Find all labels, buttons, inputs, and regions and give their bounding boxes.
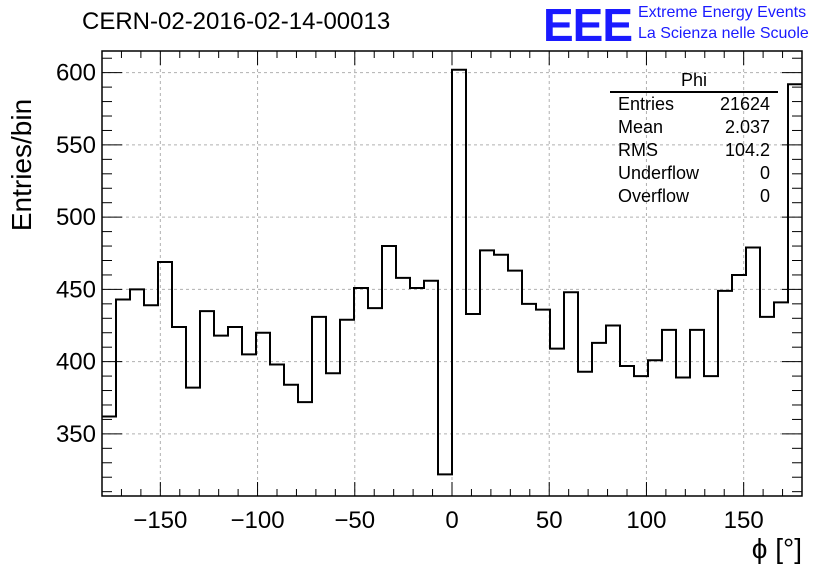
stats-value: 2.037: [724, 117, 770, 137]
stats-box: Phi Entries 21624 Mean 2.037 RMS 104.2 U…: [610, 70, 778, 208]
stats-row-underflow: Underflow 0: [610, 162, 778, 185]
stats-label: Overflow: [618, 186, 690, 206]
x-tick-label: 50: [536, 507, 563, 534]
stats-row-mean: Mean 2.037: [610, 116, 778, 139]
stats-label: RMS: [618, 140, 658, 160]
x-tick-label: 0: [445, 507, 458, 534]
y-tick-label: 350: [56, 421, 96, 448]
logo-tagline-2: La Scienza nelle Scuole: [638, 25, 809, 42]
stats-label: Underflow: [618, 163, 700, 183]
stats-value: 0: [759, 163, 770, 183]
tick-labels: −150 −100 −50 0 50 100 150 350 400 450 500 550 600: [56, 60, 764, 534]
stats-value: 104.2: [724, 140, 770, 160]
y-tick-label: 500: [56, 204, 96, 231]
stats-label: Entries: [618, 94, 675, 114]
chart-title: CERN-02-2016-02-14-00013: [82, 8, 391, 35]
histogram-series: [102, 68, 802, 476]
axis-ticks: [101, 51, 803, 496]
logo-tagline-1: Extreme Energy Events: [638, 4, 807, 21]
stats-label: Mean: [618, 117, 664, 137]
y-axis-label-box: Entries/bin: [4, 99, 40, 231]
x-tick-label: 150: [724, 507, 764, 534]
y-tick-label: 400: [56, 349, 96, 376]
y-axis-label: Entries/bin: [6, 98, 37, 232]
y-tick-label: 550: [56, 132, 96, 159]
x-axis-label: ϕ [°]: [751, 533, 802, 564]
stats-value: 0: [759, 186, 770, 206]
histogram-outline: [102, 68, 802, 476]
stats-row-entries: Entries 21624: [610, 93, 778, 116]
stats-title: Phi: [610, 70, 778, 93]
x-tick-label: −100: [231, 507, 285, 534]
eee-logo-text: EEE: [543, 0, 633, 51]
stats-value: 21624: [719, 94, 770, 114]
stats-row-rms: RMS 104.2: [610, 139, 778, 162]
stats-row-overflow: Overflow 0: [610, 185, 778, 208]
y-tick-label: 450: [56, 276, 96, 303]
x-tick-label: −150: [133, 507, 187, 534]
x-tick-label: 100: [626, 507, 666, 534]
y-tick-label: 600: [56, 60, 96, 87]
x-tick-label: −50: [334, 507, 375, 534]
